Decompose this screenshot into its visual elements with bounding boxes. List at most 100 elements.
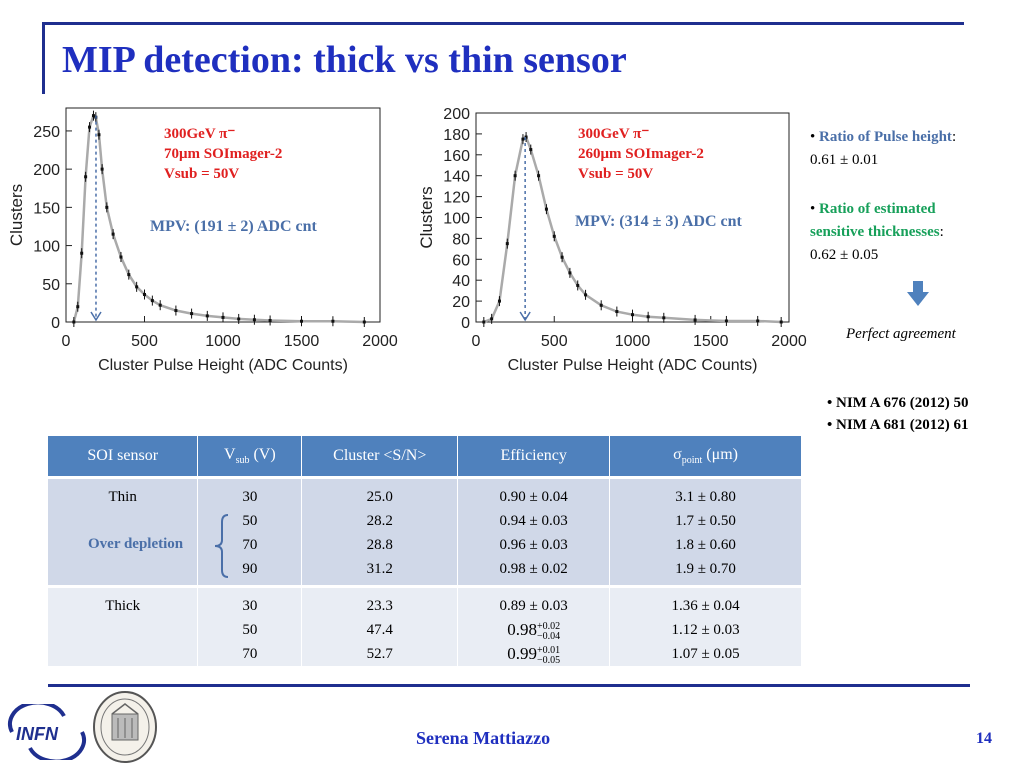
left-annot-vsub: Vsub = 50V	[164, 166, 240, 182]
data-point	[174, 309, 178, 313]
data-point	[111, 232, 115, 236]
x-tick-label: 1000	[205, 333, 241, 350]
col-header-sn: Cluster <S/N>	[301, 436, 459, 476]
data-point	[490, 317, 494, 321]
table-cell: 0.98+0.02 −0.04	[507, 620, 561, 642]
data-point	[97, 133, 101, 137]
table-cell: 1.8 ± 0.60	[675, 537, 736, 553]
data-point	[80, 251, 84, 255]
y-tick-label: 20	[452, 294, 470, 311]
y-tick-label: 200	[443, 106, 470, 123]
y-tick-label: 150	[33, 200, 60, 217]
x-axis-label: Cluster Pulse Height (ADC Counts)	[98, 357, 348, 374]
table-cell: 0.96 ± 0.03	[499, 537, 568, 553]
thin-sensor-histogram: 0 50 100 150 200 250 0 500 1000 1500 2000 Cluster P…	[7, 107, 398, 374]
data-point	[615, 310, 619, 314]
footer-rule	[48, 684, 970, 687]
down-arrow-icon	[907, 281, 929, 306]
page-title: MIP detection: thick vs thin sensor	[62, 39, 627, 81]
data-point	[331, 319, 335, 323]
y-tick-label: 40	[452, 273, 470, 290]
data-point	[646, 315, 650, 319]
y-tick-label: 200	[33, 162, 60, 179]
data-point	[143, 292, 146, 296]
y-tick-label: 100	[443, 211, 470, 228]
data-point	[72, 320, 76, 324]
col-header-vsub: Vsub (V)	[197, 436, 303, 476]
table-cell: 30	[242, 489, 258, 505]
data-point	[158, 303, 162, 307]
y-tick-label: 0	[461, 315, 470, 332]
data-point	[529, 148, 533, 152]
table-cell: 0.89 ± 0.03	[499, 598, 568, 614]
reference-1: NIM A 676 (2012) 50	[836, 395, 969, 411]
ratio2-label-a: Ratio of estimated	[819, 201, 936, 217]
x-axis-label: Cluster Pulse Height (ADC Counts)	[508, 357, 758, 374]
right-mpv-label: MPV: (314 ± 3) ADC cnt	[575, 213, 742, 230]
right-annot-vsub: Vsub = 50V	[578, 166, 654, 182]
header-rule	[42, 22, 964, 25]
data-point	[91, 114, 95, 118]
col-header-efficiency: Efficiency	[457, 436, 611, 476]
data-point	[537, 174, 541, 178]
y-tick-label: 250	[33, 124, 60, 141]
y-axis-label: Clusters	[417, 186, 436, 248]
left-annot-sensor: 70μm SOImager-2	[164, 146, 283, 162]
data-point	[662, 316, 666, 320]
table-cell: 1.7 ± 0.50	[675, 513, 736, 529]
y-tick-label: 120	[443, 190, 470, 207]
data-point	[300, 319, 303, 323]
right-plot-annotation: 300GeV π⁻ 260μm SOImager-2 Vsub = 50V	[578, 124, 704, 184]
author-name: Serena Mattiazzo	[416, 728, 551, 748]
y-tick-label: 60	[452, 252, 470, 269]
infn-logo: INFN	[8, 704, 86, 760]
table-row-thick: Thick 30 50 70 23.3 47.4 52.7 0.89 ± 0.0…	[48, 588, 802, 666]
data-point	[190, 312, 194, 316]
ratio-pulse-height: • Ratio of Pulse height: 0.61 ± 0.01	[810, 126, 1020, 172]
data-point	[505, 242, 509, 246]
right-annot-beam: 300GeV π⁻	[578, 126, 650, 142]
data-point	[693, 318, 697, 322]
data-point	[568, 271, 572, 275]
table-cell: 70	[242, 537, 258, 553]
data-point	[631, 313, 634, 317]
right-annot-sensor: 260μm SOImager-2	[578, 146, 704, 162]
data-point	[76, 305, 80, 309]
perfect-agreement: Perfect agreement	[846, 326, 956, 342]
row-label-thick: Thick	[105, 598, 141, 614]
results-table: SOI sensor Vsub (V) Cluster <S/N> Effici…	[48, 436, 802, 666]
data-point	[237, 317, 241, 321]
data-point	[105, 205, 109, 209]
y-tick-label: 50	[42, 277, 60, 294]
table-cell: 1.12 ± 0.03	[671, 622, 740, 638]
table-cell: 3.1 ± 0.80	[675, 489, 736, 505]
x-tick-label: 0	[472, 333, 481, 350]
table-cell: 50	[242, 622, 258, 638]
plot-frame	[65, 107, 381, 323]
col-header-sigma: σpoint (μm)	[609, 436, 802, 476]
x-tick-label: 0	[62, 333, 71, 350]
data-point	[268, 318, 272, 322]
table-cell: 0.94 ± 0.03	[499, 513, 568, 529]
table-row-thin: Thin 30 50 70 90 25.0 28.2 28.8 31.2 0.9…	[48, 479, 802, 585]
left-plot-annotation: 300GeV π⁻ 70μm SOImager-2 Vsub = 50V	[164, 124, 282, 184]
data-point	[127, 273, 131, 277]
references: • NIM A 676 (2012) 50 • NIM A 681 (2012)…	[827, 395, 969, 433]
data-point	[135, 285, 139, 289]
data-point	[724, 319, 728, 323]
data-point	[599, 303, 603, 307]
data-point	[221, 315, 225, 319]
x-tick-label: 1000	[615, 333, 651, 350]
data-point	[362, 320, 366, 324]
university-seal	[93, 691, 157, 763]
table-cell: 90	[242, 561, 258, 577]
ratio1-value: 0.61 ± 0.01	[810, 152, 879, 168]
table-cell: 0.98 ± 0.02	[499, 561, 568, 577]
y-tick-label: 80	[452, 231, 470, 248]
data-point	[205, 314, 209, 318]
data-point	[150, 299, 154, 303]
data-point	[482, 320, 486, 324]
ratio1-label: Ratio of Pulse height	[819, 129, 952, 145]
reference-2: NIM A 681 (2012) 61	[836, 417, 969, 433]
